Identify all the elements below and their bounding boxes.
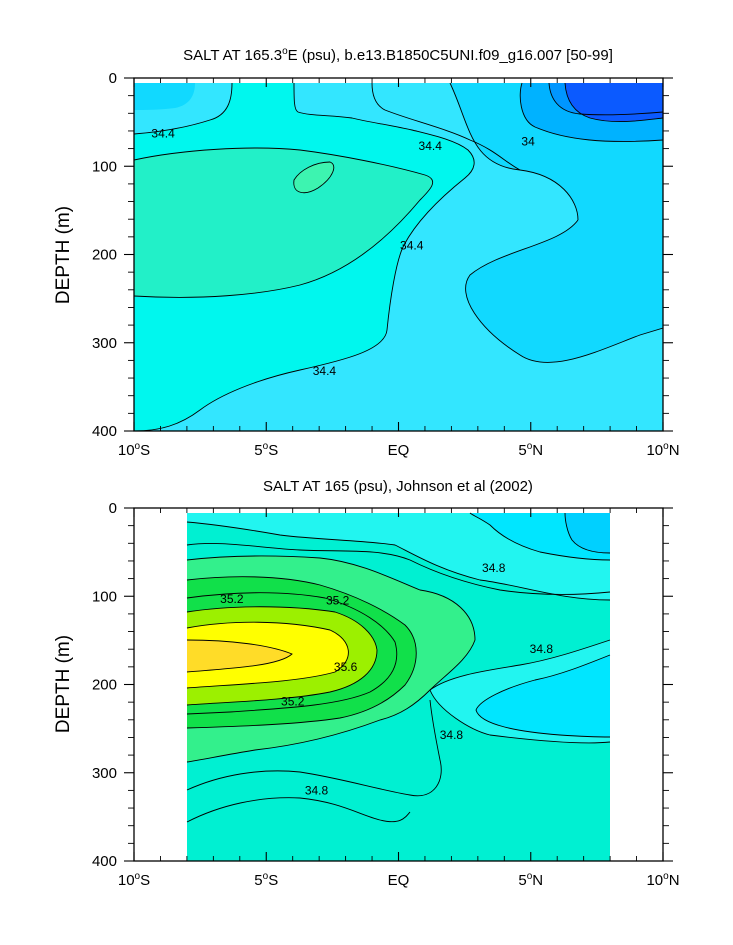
y-tick-label: 0 xyxy=(109,70,117,87)
contour-label: 34.8 xyxy=(440,728,464,742)
contour-fill-east-core xyxy=(476,655,610,737)
contour-label: 34.8 xyxy=(305,783,329,797)
x-tick-label: 5oS xyxy=(254,871,278,889)
contour-line xyxy=(134,82,233,135)
filled-contours xyxy=(134,83,663,431)
contour-line xyxy=(186,592,398,715)
contour-fill-34.6-34.8 xyxy=(134,148,433,298)
y-tick-label: 0 xyxy=(109,500,117,517)
contour-line xyxy=(134,147,434,298)
x-tick-label: 10oS xyxy=(118,871,150,889)
contour-fill-gt-35.8 xyxy=(187,640,292,672)
contour-line xyxy=(564,82,663,123)
y-tick-label: 200 xyxy=(92,677,117,694)
contour-line xyxy=(186,576,417,729)
y-tick-label: 400 xyxy=(92,853,117,870)
contour-fill-west-corner xyxy=(134,83,195,110)
contour-fill-34.8-35.0 xyxy=(293,162,334,193)
contour-lines xyxy=(186,512,611,823)
contour-line xyxy=(469,512,611,561)
contour-line xyxy=(186,621,349,689)
contour-line xyxy=(475,654,611,738)
contour-line xyxy=(371,82,579,221)
x-tick-label: 10oN xyxy=(646,441,679,459)
contour-label: 34.4 xyxy=(151,127,175,141)
contour-line xyxy=(186,555,476,763)
contour-fill-34.2-34.4 xyxy=(565,513,610,553)
y-tick-label: 100 xyxy=(92,158,117,175)
x-tick-label: 5oN xyxy=(518,871,543,889)
contour-line xyxy=(186,521,611,601)
axes: 10oS 5oS EQ 5oN 10oN 0 100 200 300 400 xyxy=(92,500,680,889)
observed-salinity-panel: SALT AT 165 (psu), Johnson et al (2002) … xyxy=(53,478,680,889)
contour-labels: 35.2 35.2 34.8 35.6 34.8 35.2 34.8 34.8 xyxy=(220,561,553,797)
plot-title: SALT AT 165.3oE (psu), b.e13.B1850C5UNI.… xyxy=(183,46,613,64)
axes: 10oS 5oS EQ 5oN 10oN 0 100 200 300 400 xyxy=(92,70,680,459)
contour-line xyxy=(465,219,663,363)
contour-labels: 34.4 34.4 34 34.4 34.4 xyxy=(151,127,535,378)
plot-title: SALT AT 165 (psu), Johnson et al (2002) xyxy=(263,478,533,495)
contour-line xyxy=(186,639,293,673)
y-tick-label: 300 xyxy=(92,335,117,352)
contour-line xyxy=(134,82,475,431)
contour-line xyxy=(519,82,663,142)
x-tick-label: EQ xyxy=(388,872,410,889)
contour-label: 34.8 xyxy=(530,642,554,656)
contour-label: 35.2 xyxy=(326,594,350,608)
contour-line xyxy=(186,542,611,595)
contour-label: 34.8 xyxy=(482,561,506,575)
contour-fill-34.2-34.4 xyxy=(450,83,663,363)
contour-line xyxy=(429,639,611,744)
contour-label: 35.6 xyxy=(334,660,358,674)
contour-label: 34.4 xyxy=(419,139,443,153)
contour-fill-lt-33.8 xyxy=(565,83,663,122)
y-tick-label: 400 xyxy=(92,423,117,440)
y-tick-label: 100 xyxy=(92,588,117,605)
contour-line xyxy=(293,161,335,194)
contour-line xyxy=(186,797,411,823)
contour-line xyxy=(186,606,378,706)
y-tick-label: 200 xyxy=(92,247,117,264)
contour-line xyxy=(564,512,611,554)
contour-label: 35.2 xyxy=(281,694,305,708)
contour-line xyxy=(548,82,663,116)
contour-label: 34 xyxy=(521,135,535,149)
filled-contours xyxy=(187,513,610,861)
x-tick-label: 5oS xyxy=(254,441,278,459)
contour-label: 34.4 xyxy=(400,239,424,253)
x-tick-label: 10oN xyxy=(646,871,679,889)
contour-line xyxy=(449,82,521,171)
contour-line xyxy=(186,699,442,797)
y-axis-title: DEPTH (m) xyxy=(53,206,74,304)
x-tick-label: EQ xyxy=(388,442,410,459)
contour-lines xyxy=(134,82,663,431)
x-tick-label: 5oN xyxy=(518,441,543,459)
y-tick-label: 300 xyxy=(92,765,117,782)
contour-label: 34.4 xyxy=(313,364,337,378)
contour-label: 35.2 xyxy=(220,592,244,606)
model-salinity-panel: SALT AT 165.3oE (psu), b.e13.B1850C5UNI.… xyxy=(53,46,680,459)
x-tick-label: 10oS xyxy=(118,441,150,459)
y-axis-title: DEPTH (m) xyxy=(53,635,74,733)
